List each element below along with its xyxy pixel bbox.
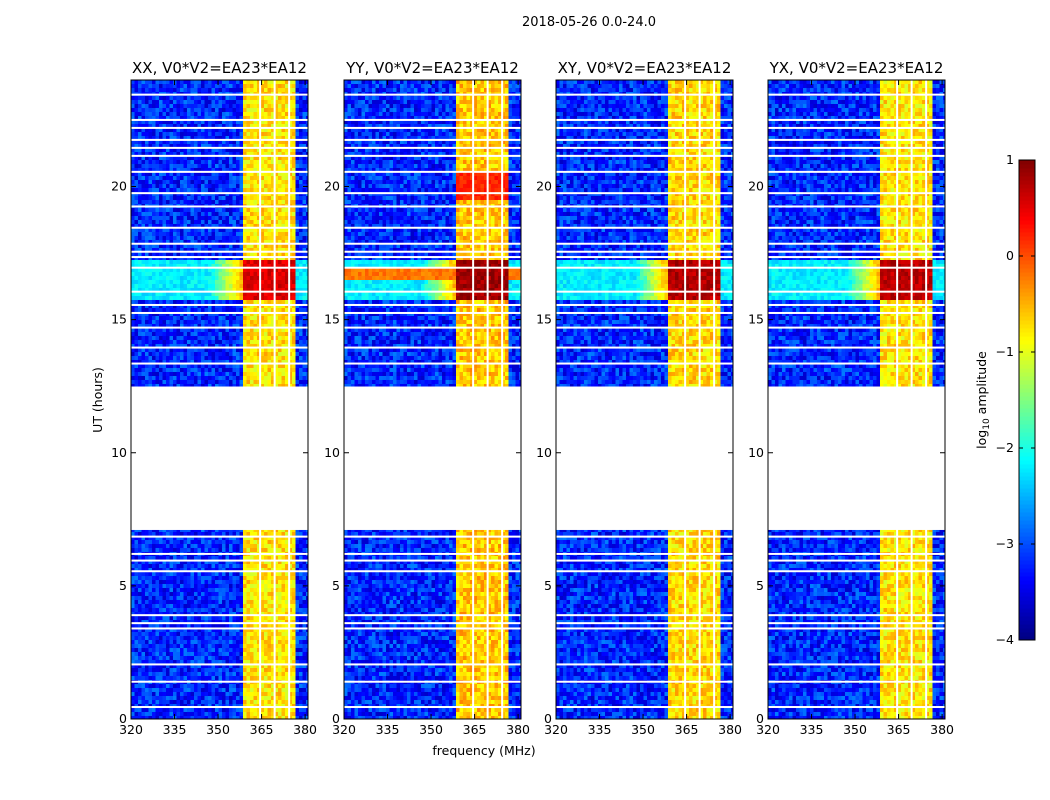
waterfall-image <box>556 80 733 719</box>
y-tick-label: 15 <box>324 312 340 327</box>
y-tick-label: 20 <box>111 179 127 194</box>
x-tick-label: 380 <box>718 722 742 737</box>
colorbar: −4 −3 −2 −1 0 1 <box>996 152 1036 647</box>
colorbar-tick-label: 1 <box>1006 152 1014 167</box>
y-axis-label: UT (hours) <box>90 367 105 433</box>
x-tick-label: 350 <box>206 722 230 737</box>
x-tick-label: 365 <box>250 722 274 737</box>
x-tick-label: 350 <box>843 722 867 737</box>
waterfall-image <box>768 80 945 719</box>
x-tick-label: 350 <box>419 722 443 737</box>
panel-title: YX, V0*V2=EA23*EA12 <box>769 59 944 77</box>
plot-frame <box>767 79 946 720</box>
panel-title: XY, V0*V2=EA23*EA12 <box>558 59 732 77</box>
waterfall-image <box>131 80 308 719</box>
x-tick-label: 365 <box>887 722 911 737</box>
no-data-region <box>768 388 945 530</box>
y-tick-label: 5 <box>756 578 764 593</box>
no-data-region <box>344 388 521 530</box>
x-tick-label: 350 <box>631 722 655 737</box>
y-tick-label: 0 <box>119 711 127 726</box>
no-data-region <box>131 388 308 530</box>
colorbar-tick-label: 0 <box>1006 248 1014 263</box>
x-tick-label: 365 <box>463 722 487 737</box>
y-tick-label: 10 <box>536 445 552 460</box>
y-tick-label: 5 <box>544 578 552 593</box>
y-tick-label: 20 <box>536 179 552 194</box>
x-tick-label: 335 <box>163 722 187 737</box>
plot-frame <box>343 79 522 720</box>
y-tick-label: 5 <box>332 578 340 593</box>
y-tick-label: 10 <box>324 445 340 460</box>
plot-frame <box>130 79 309 720</box>
x-tick-label: 365 <box>675 722 699 737</box>
x-tick-label: 320 <box>332 722 356 737</box>
x-tick-label: 380 <box>293 722 317 737</box>
y-tick-label: 15 <box>111 312 127 327</box>
x-tick-label: 380 <box>930 722 954 737</box>
x-tick-label: 380 <box>506 722 530 737</box>
x-tick-label: 335 <box>376 722 400 737</box>
y-tick-label: 10 <box>748 445 764 460</box>
y-tick-label: 5 <box>119 578 127 593</box>
y-tick-label: 15 <box>536 312 552 327</box>
x-tick-label: 335 <box>588 722 612 737</box>
panel-title: XX, V0*V2=EA23*EA12 <box>132 59 307 77</box>
y-tick-label: 20 <box>324 179 340 194</box>
colorbar-tick-label: −3 <box>996 536 1014 551</box>
y-tick-label: 0 <box>756 711 764 726</box>
colorbar-frame <box>1018 159 1036 641</box>
y-tick-label: 10 <box>111 445 127 460</box>
x-tick-label: 320 <box>119 722 143 737</box>
no-data-region <box>556 388 733 530</box>
colorbar-label: log10 amplitude <box>974 351 992 449</box>
y-tick-label: 0 <box>332 711 340 726</box>
x-tick-label: 320 <box>544 722 568 737</box>
colorbar-tick-label: −1 <box>996 344 1014 359</box>
panel-yy: 320 335 350 365 380 0 5 10 15 20 YY, V0*V2=EA23*EA… <box>324 59 530 737</box>
panel-xy: 320 335 350 365 380 0 5 10 15 20 XY, V0*V2=EA23*EA… <box>536 59 742 737</box>
x-tick-label: 335 <box>800 722 824 737</box>
y-tick-label: 15 <box>748 312 764 327</box>
y-tick-label: 20 <box>748 179 764 194</box>
x-axis-label: frequency (MHz) <box>432 743 535 758</box>
waterfall-image <box>344 80 521 719</box>
x-tick-label: 320 <box>756 722 780 737</box>
panels: 320 335 350 365 380 0 5 10 15 20 XX, V0*V2=EA23*EA… <box>111 59 954 737</box>
panel-xx: 320 335 350 365 380 0 5 10 15 20 XX, V0*V2=EA23*EA… <box>111 59 317 737</box>
colorbar-tick-label: −2 <box>996 440 1014 455</box>
figure-title: 2018-05-26 0.0-24.0 <box>522 15 656 30</box>
colorbar-tick-label: −4 <box>996 632 1014 647</box>
panel-title: YY, V0*V2=EA23*EA12 <box>345 59 519 77</box>
y-tick-label: 0 <box>544 711 552 726</box>
panel-yx: 320 335 350 365 380 0 5 10 15 20 YX, V0*V2=EA23*EA… <box>748 59 954 737</box>
plot-frame <box>555 79 734 720</box>
